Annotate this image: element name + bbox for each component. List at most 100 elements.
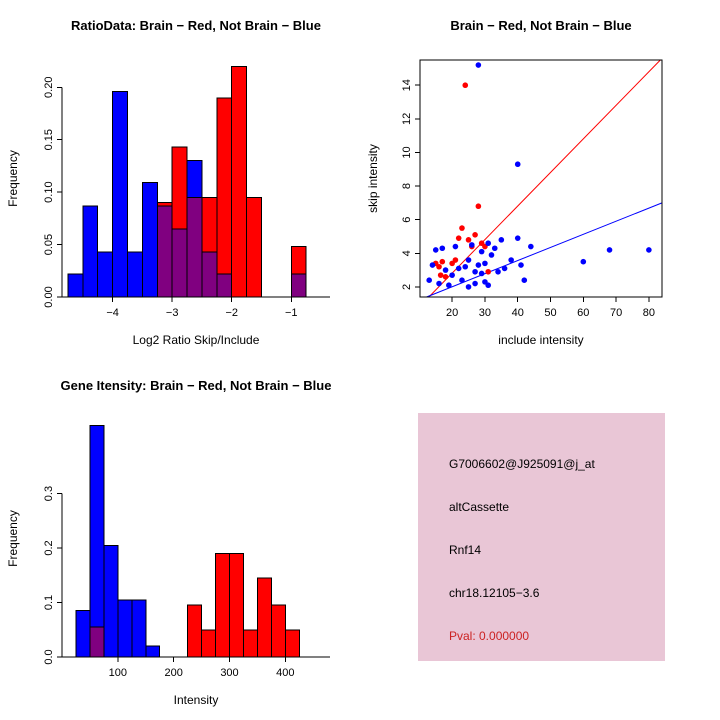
x-tick-label: −3 bbox=[166, 307, 179, 319]
x-axis: 20 30 40 50 60 70 80 bbox=[446, 297, 655, 319]
y-axis: 2 4 6 8 10 12 14 bbox=[401, 79, 420, 290]
scatter-point bbox=[495, 268, 501, 275]
scatter-point bbox=[518, 262, 524, 268]
splice-event-type-text: altCassette bbox=[449, 500, 510, 514]
panel-gene-intensity-histogram: 100 200 300 400 0.0 0.1 0.2 0.3 Gene Itensity: B… bbox=[0, 360, 360, 720]
scatter-point bbox=[646, 247, 652, 253]
histogram-bars bbox=[75, 424, 300, 658]
bar-not-brain bbox=[103, 544, 119, 658]
scatter-point bbox=[439, 245, 446, 252]
bar-brain bbox=[242, 629, 258, 658]
y-tick-label: 0.3 bbox=[43, 486, 55, 501]
scatter-point bbox=[475, 62, 482, 68]
scatter-point bbox=[437, 272, 444, 278]
scatter-point bbox=[485, 268, 492, 275]
gene-intensity-histogram-chart: 100 200 300 400 0.0 0.1 0.2 0.3 Gene Itensity: B… bbox=[6, 378, 331, 707]
x-tick-label: 50 bbox=[544, 307, 556, 319]
scatter-point bbox=[442, 274, 449, 280]
y-axis-label: Frequency bbox=[6, 510, 20, 567]
bar-brain bbox=[229, 552, 244, 658]
scatter-point bbox=[459, 225, 465, 231]
scatter-point bbox=[459, 277, 465, 283]
y-tick-label: 6 bbox=[401, 217, 413, 223]
pvalue-text: Pval: 0.000000 bbox=[449, 629, 530, 643]
scatter-point bbox=[432, 247, 439, 253]
scatter-point bbox=[521, 277, 528, 283]
x-tick-label: −2 bbox=[225, 307, 238, 319]
scatter-point bbox=[498, 237, 505, 243]
y-axis-label: skip intensity bbox=[366, 144, 380, 213]
bar-not-brain bbox=[141, 182, 158, 298]
bar-not-brain bbox=[117, 599, 133, 658]
scatter-point bbox=[455, 235, 462, 241]
scatter-point bbox=[472, 268, 478, 275]
chart-title: RatioData: Brain − Red, Not Brain − Blue bbox=[71, 18, 321, 33]
x-tick-label: −1 bbox=[285, 307, 298, 319]
scatter-point bbox=[472, 232, 478, 238]
y-tick-label: 14 bbox=[401, 79, 413, 91]
scatter-point bbox=[488, 252, 495, 258]
bar-not-brain bbox=[67, 273, 84, 298]
scatter-point bbox=[446, 282, 452, 289]
y-axis: 0.0 0.1 0.2 0.3 bbox=[43, 486, 62, 665]
scatter-point bbox=[501, 265, 508, 272]
bar-not-brain bbox=[112, 90, 129, 298]
scatter-point bbox=[462, 82, 469, 89]
scatter-point bbox=[475, 203, 482, 210]
y-tick-label: 12 bbox=[401, 113, 413, 125]
gene-info-box: G7006602@J925091@j_at altCassette Rnf14 … bbox=[418, 413, 665, 661]
bar-not-brain bbox=[145, 645, 161, 658]
scatter-point bbox=[436, 280, 442, 287]
scatter-point bbox=[478, 248, 485, 255]
y-tick-label: 2 bbox=[401, 284, 413, 290]
scatter-point bbox=[472, 280, 478, 287]
bar-brain bbox=[284, 629, 300, 658]
x-axis: −4 −3 −2 −1 bbox=[106, 297, 298, 319]
bar-not-brain bbox=[127, 251, 143, 298]
scatter-point bbox=[482, 260, 488, 267]
scatter-point bbox=[478, 270, 485, 277]
x-axis-label: Log2 Ratio Skip/Include bbox=[133, 333, 260, 347]
x-tick-label: 300 bbox=[220, 667, 238, 679]
y-tick-label: 4 bbox=[401, 250, 413, 256]
bar-not-brain bbox=[75, 610, 91, 658]
scatter-point bbox=[508, 257, 514, 263]
x-tick-label: 20 bbox=[446, 307, 458, 319]
y-tick-label: 8 bbox=[401, 183, 413, 189]
gene-name-text: Rnf14 bbox=[449, 543, 482, 557]
scatter-point bbox=[455, 265, 462, 272]
bar-brain bbox=[201, 629, 217, 658]
x-tick-label: 30 bbox=[479, 307, 491, 319]
plot-box bbox=[419, 59, 663, 298]
y-tick-label: 0.15 bbox=[43, 129, 55, 150]
scatter-point bbox=[426, 277, 432, 283]
scatter-point bbox=[469, 242, 475, 248]
scatter-point bbox=[485, 282, 492, 289]
scatter-point bbox=[452, 243, 459, 250]
x-tick-label: 70 bbox=[610, 307, 622, 319]
scatter-point bbox=[439, 258, 446, 265]
bar-overlap bbox=[201, 251, 218, 298]
x-tick-label: 40 bbox=[512, 307, 524, 319]
y-tick-label: 0.00 bbox=[43, 286, 55, 307]
panel-gene-info: G7006602@J925091@j_at altCassette Rnf14 … bbox=[360, 360, 720, 720]
x-axis-label: Intensity bbox=[174, 693, 219, 707]
x-axis: 100 200 300 400 bbox=[109, 657, 295, 679]
scatter-point bbox=[528, 243, 534, 250]
bar-overlap bbox=[216, 273, 233, 298]
scatter-point bbox=[449, 272, 455, 278]
scatter-point bbox=[485, 240, 492, 247]
scatter-point bbox=[491, 245, 498, 252]
bar-brain bbox=[216, 97, 233, 298]
regression-line-brain-fit bbox=[428, 59, 661, 298]
y-axis: 0.00 0.05 0.10 0.15 0.20 bbox=[43, 77, 62, 308]
chart-title: Brain − Red, Not Brain − Blue bbox=[450, 18, 631, 33]
x-tick-label: 80 bbox=[643, 307, 655, 319]
x-tick-label: 200 bbox=[164, 667, 182, 679]
probe-id-text: G7006602@J925091@j_at bbox=[449, 457, 595, 471]
x-tick-label: 60 bbox=[577, 307, 589, 319]
bar-brain bbox=[231, 65, 248, 298]
genomic-location-text: chr18.12105−3.6 bbox=[449, 586, 540, 600]
regression-line-not-brain-fit bbox=[426, 202, 663, 298]
